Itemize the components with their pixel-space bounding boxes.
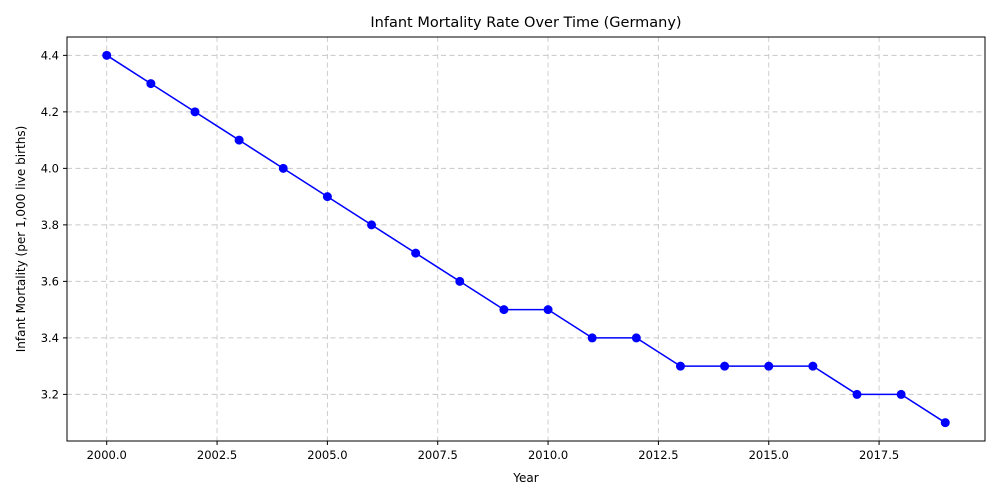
data-point: [940, 418, 950, 428]
data-point: [852, 389, 862, 399]
plot-frame: [66, 36, 986, 442]
data-point: [411, 248, 421, 258]
data-point: [102, 50, 112, 60]
y-axis-label: Infant Mortality (per 1,000 live births): [14, 126, 28, 353]
data-point: [587, 333, 597, 343]
data-point: [367, 220, 377, 230]
data-point: [808, 361, 818, 371]
x-tick-label: 2007.5: [418, 448, 458, 462]
x-axis: 2000.0 2002.5 2005.0 2007.5 2010.0 2012.5 2015…: [87, 441, 899, 462]
x-tick-label: 2000.0: [87, 448, 127, 462]
x-tick-label: 2012.5: [638, 448, 678, 462]
data-point: [896, 389, 906, 399]
x-tick-label: 2010.0: [528, 448, 568, 462]
data-point: [322, 192, 332, 202]
y-tick-label: 4.4: [41, 48, 59, 62]
y-tick-label: 3.2: [41, 387, 59, 401]
data-point: [543, 305, 553, 315]
data-point: [675, 361, 685, 371]
grid: [67, 37, 985, 441]
x-tick-label: 2005.0: [307, 448, 347, 462]
data-point: [146, 79, 156, 89]
chart-title: Infant Mortality Rate Over Time (Germany…: [370, 15, 681, 31]
data-point: [278, 163, 288, 173]
y-tick-label: 3.4: [41, 331, 59, 345]
data-point: [455, 276, 465, 286]
data-point: [720, 361, 730, 371]
data-point: [631, 333, 641, 343]
y-tick-label: 3.8: [41, 218, 59, 232]
x-axis-label: Year: [512, 471, 538, 485]
data-point: [764, 361, 774, 371]
y-axis: 3.2 3.4 3.6 3.8 4.0 4.2 4.4: [41, 48, 67, 401]
data-point: [499, 305, 509, 315]
y-tick-label: 4.2: [41, 105, 59, 119]
series-layer: [102, 50, 950, 428]
series-line: [106, 54, 946, 424]
x-tick-label: 2017.5: [859, 448, 899, 462]
y-tick-label: 4.0: [41, 161, 59, 175]
x-tick-label: 2015.0: [749, 448, 789, 462]
data-point: [234, 135, 244, 145]
x-tick-label: 2002.5: [197, 448, 237, 462]
y-tick-label: 3.6: [41, 274, 59, 288]
data-point: [190, 107, 200, 117]
